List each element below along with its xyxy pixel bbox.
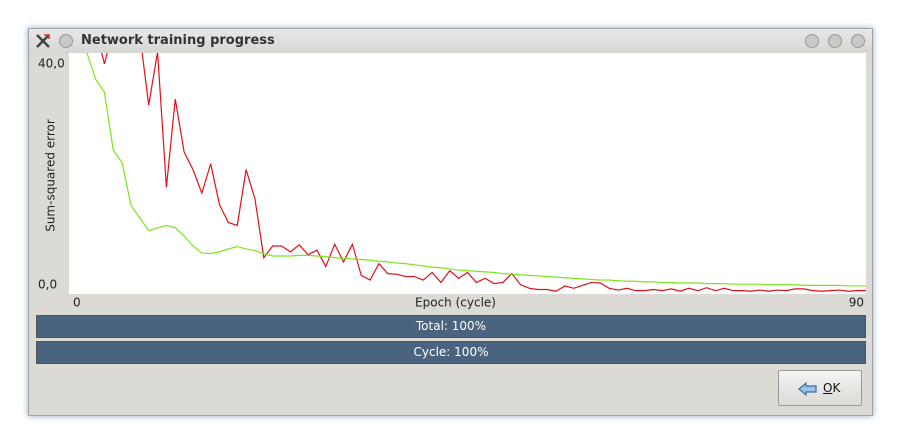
series-group bbox=[86, 53, 866, 292]
ok-icon bbox=[798, 381, 817, 397]
window-title: Network training progress bbox=[81, 33, 275, 48]
plot-area bbox=[69, 53, 866, 294]
title-bar: Network training progress bbox=[29, 29, 872, 53]
series-line bbox=[86, 53, 866, 287]
minimize-button[interactable] bbox=[805, 34, 819, 48]
progress-fill bbox=[37, 316, 865, 337]
window: Network training progress 0,0 40,0 0 90 Epoc… bbox=[28, 28, 873, 416]
ok-button[interactable]: OK bbox=[778, 370, 862, 406]
x-tick-label: 0 bbox=[73, 296, 81, 310]
progress-fill bbox=[37, 342, 865, 363]
y-axis-label: Sum-squared error bbox=[44, 119, 58, 232]
y-tick-label: 40,0 bbox=[38, 57, 65, 71]
progress-label: Total: 100% bbox=[415, 319, 487, 333]
progress-label: Cycle: 100% bbox=[413, 345, 489, 359]
progress-bar: Cycle: 100% bbox=[36, 341, 866, 364]
x-axis-label: Epoch (cycle) bbox=[415, 296, 496, 310]
series-line bbox=[101, 53, 866, 292]
y-tick-label: 0,0 bbox=[38, 278, 57, 292]
progress-bar: Total: 100% bbox=[36, 315, 866, 338]
app-icon bbox=[36, 34, 50, 48]
button-label[interactable]: OK bbox=[823, 381, 841, 395]
maximize-button[interactable] bbox=[828, 34, 842, 48]
close-button[interactable] bbox=[851, 34, 865, 48]
x-tick-label: 90 bbox=[849, 296, 864, 310]
menu-button[interactable] bbox=[59, 34, 73, 48]
chart: 0,0 40,0 0 90 Epoch (cycle) Sum-squared error bbox=[36, 53, 866, 314]
